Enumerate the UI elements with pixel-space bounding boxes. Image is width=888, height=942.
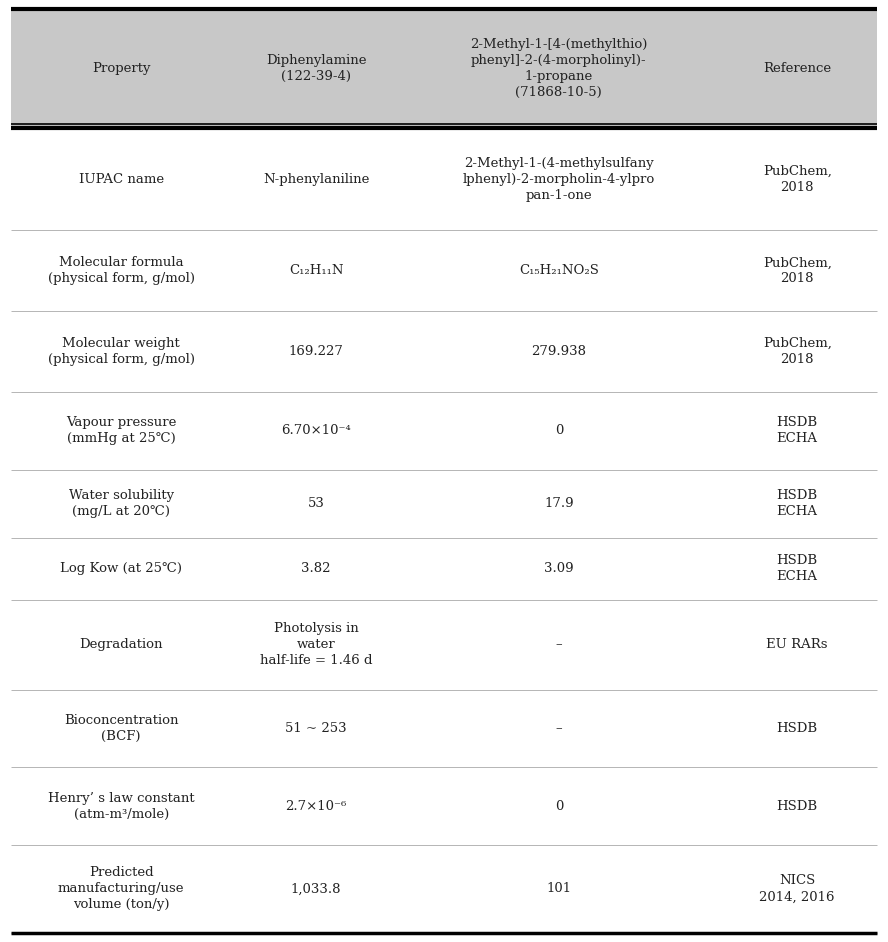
Text: 0: 0 — [555, 424, 563, 437]
Bar — [400, 845, 717, 933]
Text: Henry’ s law constant
(atm-m³/mole): Henry’ s law constant (atm-m³/mole) — [48, 792, 194, 820]
Bar — [11, 538, 232, 599]
Bar — [232, 690, 400, 768]
Bar — [400, 311, 717, 392]
Bar — [232, 538, 400, 599]
Text: HSDB: HSDB — [777, 800, 818, 813]
Text: 2.7×10⁻⁶: 2.7×10⁻⁶ — [286, 800, 347, 813]
Bar — [11, 845, 232, 933]
Text: Property: Property — [92, 62, 150, 75]
Bar — [717, 311, 877, 392]
Text: 169.227: 169.227 — [289, 345, 344, 358]
Text: –: – — [556, 723, 562, 735]
Bar — [11, 128, 232, 231]
Text: PubChem,
2018: PubChem, 2018 — [763, 337, 832, 365]
Text: Vapour pressure
(mmHg at 25℃): Vapour pressure (mmHg at 25℃) — [66, 416, 177, 446]
Bar — [717, 538, 877, 599]
Text: HSDB
ECHA: HSDB ECHA — [777, 554, 818, 583]
Bar — [11, 231, 232, 311]
Text: Degradation: Degradation — [79, 638, 163, 651]
Text: 17.9: 17.9 — [544, 497, 574, 511]
Bar — [400, 128, 717, 231]
Bar — [400, 768, 717, 845]
Text: Photolysis in
water
half-life = 1.46 d: Photolysis in water half-life = 1.46 d — [260, 622, 372, 667]
Text: IUPAC name: IUPAC name — [79, 172, 163, 186]
Text: Predicted
manufacturing/use
volume (ton/y): Predicted manufacturing/use volume (ton/… — [58, 867, 185, 912]
Bar — [232, 311, 400, 392]
Text: Reference: Reference — [763, 62, 831, 75]
Bar — [400, 538, 717, 599]
Bar — [232, 128, 400, 231]
Text: Diphenylamine
(122-39-4): Diphenylamine (122-39-4) — [266, 55, 367, 83]
Text: NICS
2014, 2016: NICS 2014, 2016 — [759, 874, 835, 903]
Bar — [11, 768, 232, 845]
Text: HSDB
ECHA: HSDB ECHA — [777, 416, 818, 446]
Text: HSDB
ECHA: HSDB ECHA — [777, 489, 818, 518]
Text: 3.82: 3.82 — [301, 562, 331, 576]
Bar — [717, 128, 877, 231]
Bar — [232, 599, 400, 690]
Text: Bioconcentration
(BCF): Bioconcentration (BCF) — [64, 714, 178, 743]
Text: Molecular formula
(physical form, g/mol): Molecular formula (physical form, g/mol) — [48, 256, 194, 285]
Bar — [400, 599, 717, 690]
Text: 51 ~ 253: 51 ~ 253 — [285, 723, 347, 735]
Bar — [400, 231, 717, 311]
Bar — [400, 469, 717, 538]
Text: EU RARs: EU RARs — [766, 638, 828, 651]
Text: 1,033.8: 1,033.8 — [291, 883, 341, 896]
Bar — [232, 231, 400, 311]
Bar — [232, 845, 400, 933]
Bar — [717, 690, 877, 768]
Text: 2-Methyl-1-[4-(methylthio)
phenyl]-2-(4-morpholinyl)-
1-propane
(71868-10-5): 2-Methyl-1-[4-(methylthio) phenyl]-2-(4-… — [470, 39, 647, 99]
Bar — [232, 469, 400, 538]
Bar — [11, 469, 232, 538]
Text: –: – — [556, 638, 562, 651]
Text: C₁₅H₂₁NO₂S: C₁₅H₂₁NO₂S — [519, 265, 599, 277]
Bar — [11, 9, 232, 128]
Bar — [400, 9, 717, 128]
Text: HSDB: HSDB — [777, 723, 818, 735]
Bar — [400, 690, 717, 768]
Text: 6.70×10⁻⁴: 6.70×10⁻⁴ — [281, 424, 351, 437]
Bar — [717, 9, 877, 128]
Bar — [11, 599, 232, 690]
Bar — [717, 845, 877, 933]
Text: Water solubility
(mg/L at 20℃): Water solubility (mg/L at 20℃) — [68, 489, 174, 518]
Text: PubChem,
2018: PubChem, 2018 — [763, 165, 832, 194]
Bar — [11, 311, 232, 392]
Bar — [717, 392, 877, 469]
Bar — [232, 768, 400, 845]
Text: 2-Methyl-1-(4-methylsulfany
lphenyl)-2-morpholin-4-ylpro
pan-1-one: 2-Methyl-1-(4-methylsulfany lphenyl)-2-m… — [463, 156, 655, 202]
Bar — [717, 469, 877, 538]
Text: Molecular weight
(physical form, g/mol): Molecular weight (physical form, g/mol) — [48, 337, 194, 365]
Bar — [232, 9, 400, 128]
Text: 101: 101 — [546, 883, 571, 896]
Text: 0: 0 — [555, 800, 563, 813]
Bar — [717, 599, 877, 690]
Text: 53: 53 — [308, 497, 325, 511]
Bar — [400, 392, 717, 469]
Text: 279.938: 279.938 — [531, 345, 586, 358]
Text: 3.09: 3.09 — [544, 562, 574, 576]
Bar — [717, 231, 877, 311]
Text: N-phenylaniline: N-phenylaniline — [263, 172, 369, 186]
Text: Log Kow (at 25℃): Log Kow (at 25℃) — [60, 562, 182, 576]
Bar — [11, 392, 232, 469]
Text: PubChem,
2018: PubChem, 2018 — [763, 256, 832, 285]
Bar — [232, 392, 400, 469]
Bar — [717, 768, 877, 845]
Bar — [11, 690, 232, 768]
Text: C₁₂H₁₁N: C₁₂H₁₁N — [289, 265, 344, 277]
